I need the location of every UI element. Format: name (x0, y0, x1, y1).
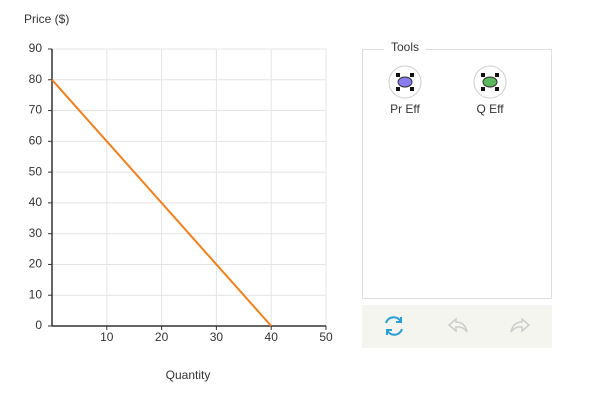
handle (396, 87, 400, 91)
handle (495, 87, 499, 91)
panel-title-bg (384, 42, 426, 56)
x-tick-label: 10 (100, 330, 114, 344)
redo-button[interactable] (510, 317, 531, 333)
tool-shape (482, 76, 498, 88)
x-tick-label: 30 (210, 330, 224, 344)
y-axis-title: Price ($) (24, 12, 69, 26)
handle (410, 87, 414, 91)
y-tick-label: 20 (29, 257, 43, 271)
x-tick-label: 50 (319, 330, 333, 344)
tool-quantity-effect[interactable]: Q Eff (473, 65, 507, 116)
y-tick-label: 40 (29, 195, 43, 209)
x-tick-label: 40 (265, 330, 279, 344)
x-tick-label: 20 (155, 330, 169, 344)
y-tick-label: 70 (29, 103, 43, 117)
reset-arrow (386, 329, 392, 335)
handle (410, 73, 414, 77)
y-tick-label: 30 (29, 226, 43, 240)
plot-area (52, 49, 326, 326)
reset-arrow (396, 317, 402, 323)
tool-shape (397, 76, 413, 88)
handle (396, 73, 400, 77)
reset-button[interactable] (385, 316, 403, 336)
y-tick-label: 60 (29, 134, 43, 148)
tool-price-effect[interactable]: Pr Eff (388, 65, 422, 116)
panel-title: Tools (391, 40, 419, 54)
y-tick-label: 10 (29, 287, 43, 301)
demand-line (51, 79, 272, 327)
tool-label[interactable]: Pr Eff (390, 102, 420, 116)
y-tick-label: 90 (29, 41, 43, 55)
handle (481, 73, 485, 77)
plot: 0 10 20 30 40 50 60 70 80 90 10 20 30 40 50 (29, 41, 333, 344)
y-tick-label: 0 (35, 318, 42, 332)
handle (495, 73, 499, 77)
x-axis-title: Quantity (166, 368, 211, 382)
handle (481, 87, 485, 91)
y-tick-label: 50 (29, 164, 43, 178)
undo-button[interactable] (447, 317, 468, 333)
tool-label[interactable]: Q Eff (476, 102, 504, 116)
y-tick-label: 80 (29, 72, 43, 86)
